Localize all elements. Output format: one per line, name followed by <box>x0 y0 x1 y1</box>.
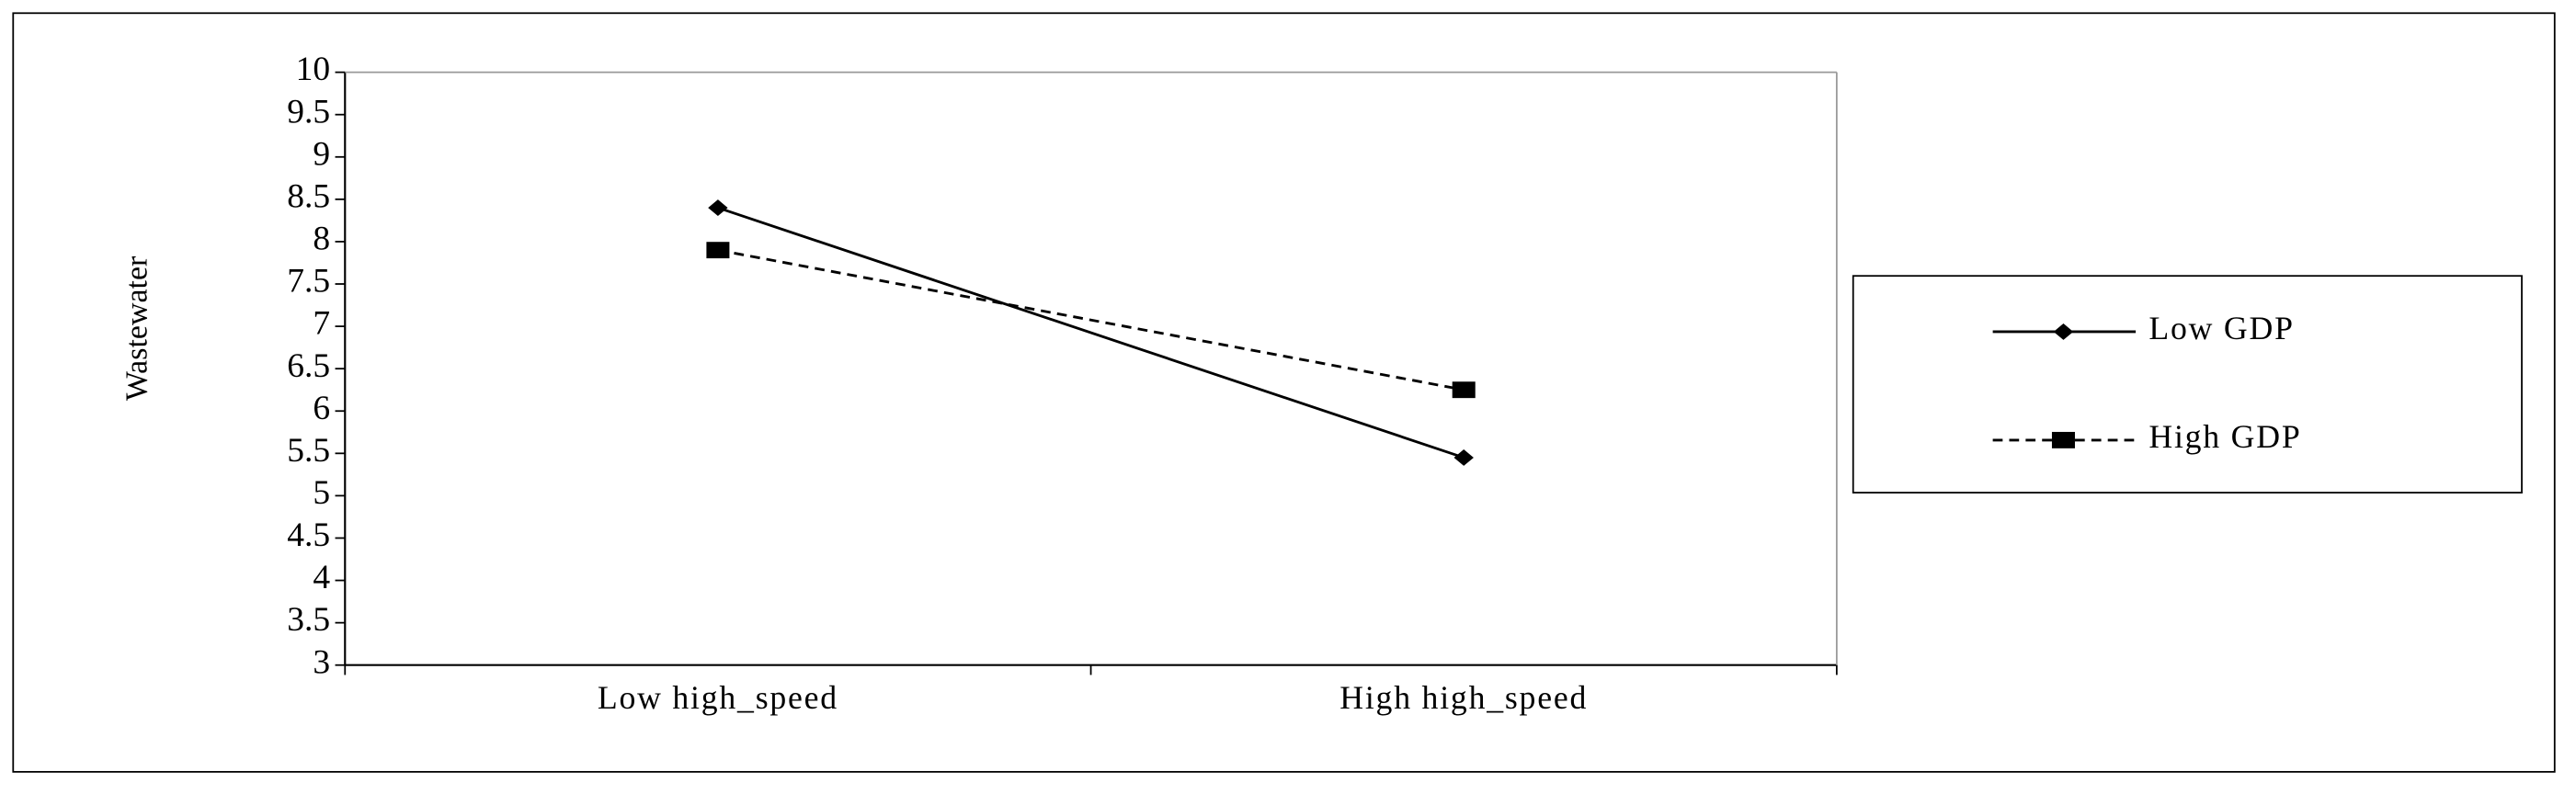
marker-square <box>1452 381 1476 399</box>
y-axis-title: Wastewater <box>120 256 154 401</box>
marker-diamond <box>708 199 728 217</box>
y-tick-label: 8 <box>313 221 330 258</box>
y-tick-label: 9 <box>313 135 330 173</box>
y-tick-label: 9.5 <box>287 93 330 130</box>
series-line <box>717 206 1465 459</box>
legend-marker <box>2051 431 2075 448</box>
series-line <box>717 248 1465 391</box>
y-tick-label: 7.5 <box>287 263 330 301</box>
x-tick-label: Low high_speed <box>598 679 838 716</box>
y-tick-label: 5 <box>313 474 330 512</box>
y-tick-label: 4.5 <box>287 516 330 554</box>
legend-box <box>1852 275 2523 493</box>
y-tick-label: 6.5 <box>287 347 330 385</box>
y-tick-label: 5.5 <box>287 432 330 470</box>
y-tick-label: 3 <box>313 643 330 681</box>
y-tick-label: 4 <box>313 559 330 596</box>
legend-label: High GDP <box>2149 418 2301 455</box>
marker-diamond <box>1453 449 1474 466</box>
y-tick-label: 10 <box>296 51 331 88</box>
y-tick-label: 8.5 <box>287 177 330 215</box>
x-tick-label: High high_speed <box>1339 679 1588 716</box>
marker-square <box>706 242 730 259</box>
y-tick-label: 7 <box>313 305 330 343</box>
legend-label: Low GDP <box>2149 310 2294 346</box>
y-tick-label: 3.5 <box>287 601 330 639</box>
y-tick-label: 6 <box>313 390 330 427</box>
